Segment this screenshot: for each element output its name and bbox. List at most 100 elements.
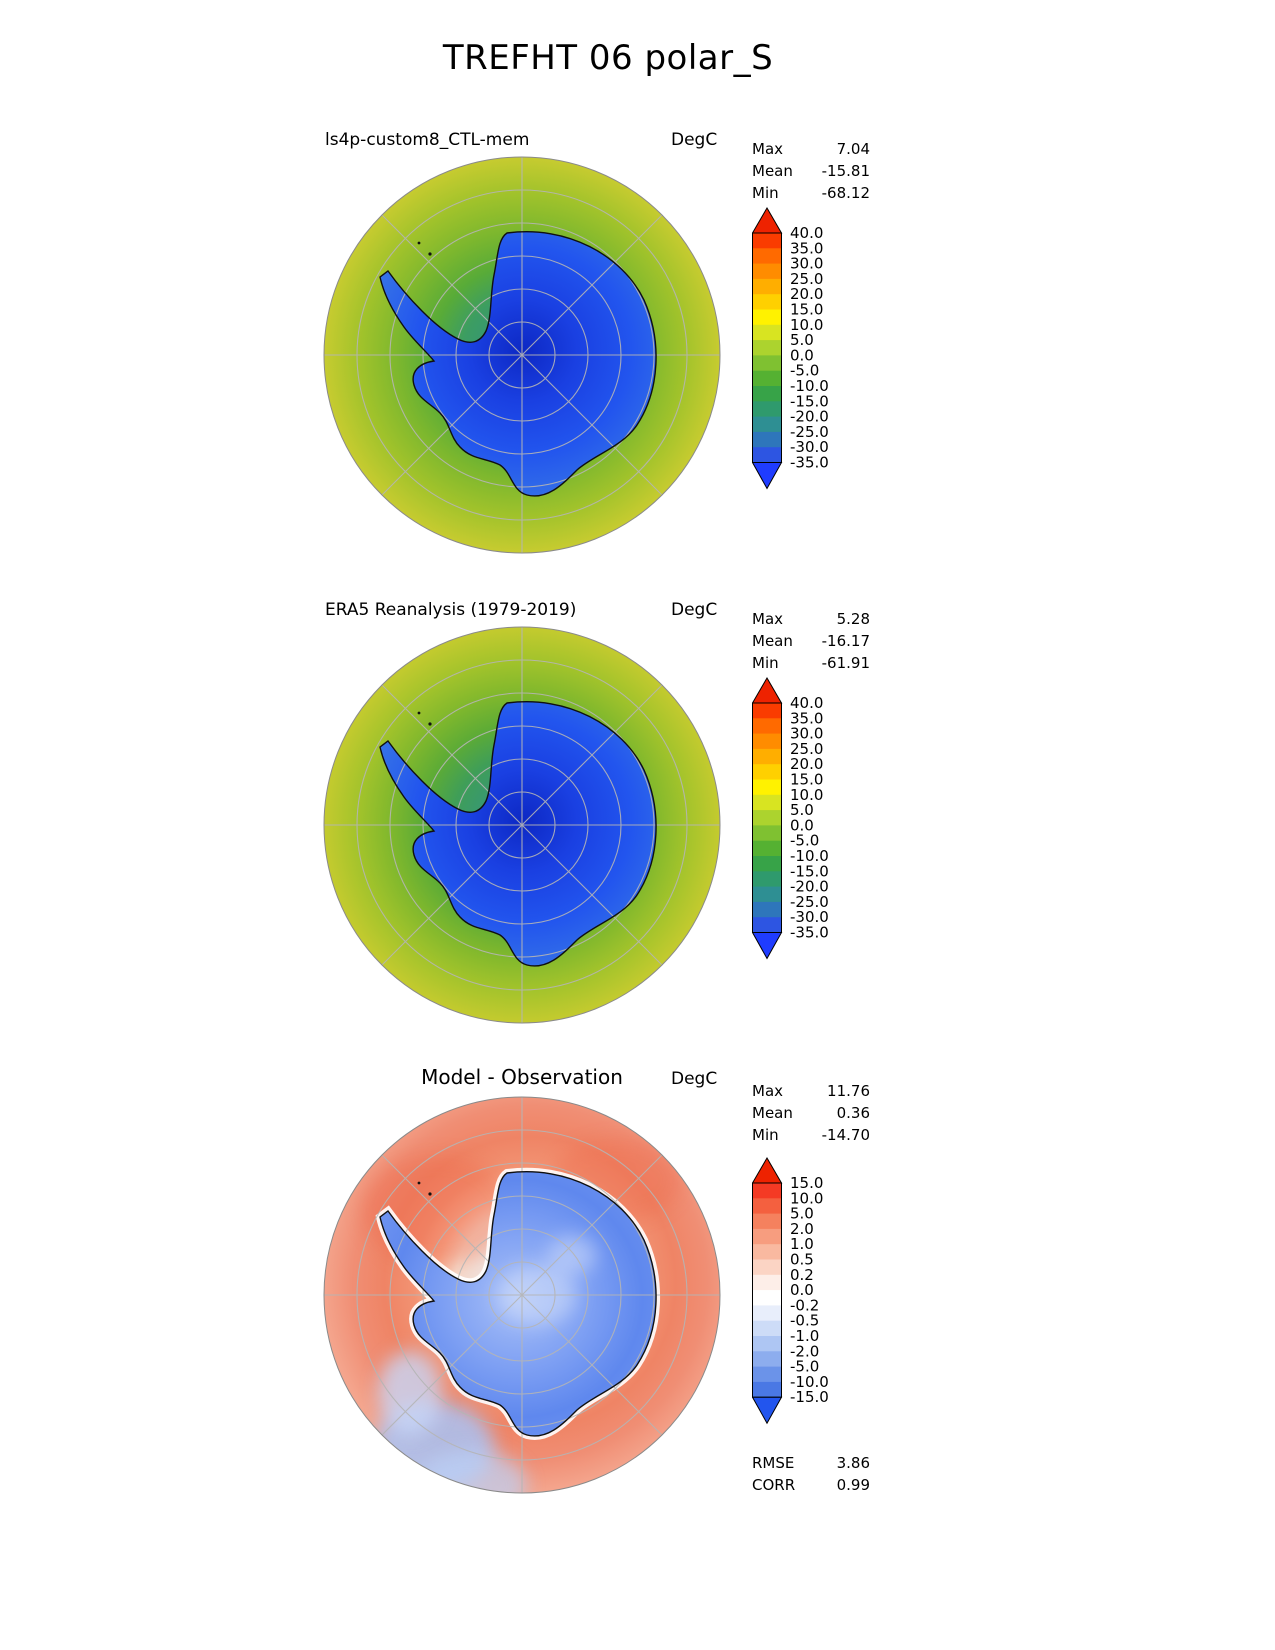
stat-label: CORR [752, 1476, 796, 1494]
stat-row-mean: Mean -15.81 [752, 160, 870, 182]
panel2-stats: Max 5.28 Mean -16.17 Min -61.91 [752, 608, 870, 674]
panel2-colorbar: 40.0 35.0 30.0 25.0 20.0 15.0 10.0 5.0 0.0 -5.0 -1… [751, 677, 882, 965]
svg-text:25.0: 25.0 [790, 270, 823, 288]
stat-label: RMSE [752, 1454, 795, 1472]
stat-value: -68.12 [821, 184, 870, 202]
svg-text:-5.0: -5.0 [790, 1358, 819, 1376]
colorbar-bottom-arrow [751, 462, 783, 490]
panel2-map [323, 626, 721, 1024]
stat-row-max: Max 11.76 [752, 1080, 870, 1102]
panel3-title: Model - Observation [421, 1065, 623, 1089]
svg-text:-10.0: -10.0 [790, 1373, 829, 1391]
map-boundary [323, 156, 721, 554]
stat-row-corr: CORR 0.99 [752, 1474, 870, 1496]
panel3-units: DegC [671, 1069, 718, 1089]
panel1-map [323, 156, 721, 554]
svg-text:-10.0: -10.0 [790, 847, 829, 865]
svg-text:-20.0: -20.0 [790, 408, 829, 426]
svg-text:30.0: 30.0 [790, 725, 823, 743]
svg-text:20.0: 20.0 [790, 285, 823, 303]
colorbar-top-arrow [751, 1157, 783, 1184]
stat-label: Max [752, 140, 784, 158]
stat-value: -14.70 [821, 1126, 870, 1144]
svg-text:-25.0: -25.0 [790, 423, 829, 441]
stat-row-min: Min -68.12 [752, 182, 870, 204]
stat-label: Min [752, 184, 779, 202]
svg-text:-2.0: -2.0 [790, 1342, 819, 1360]
svg-text:-20.0: -20.0 [790, 878, 829, 896]
island-dot [428, 1192, 432, 1196]
stat-value: -16.17 [821, 632, 870, 650]
graticule [324, 157, 720, 553]
stat-row-mean: Mean 0.36 [752, 1102, 870, 1124]
svg-text:-1.0: -1.0 [790, 1327, 819, 1345]
panel3-colorbar: 15.0 10.0 5.0 2.0 1.0 0.5 0.2 0.0 -0.2 -0.5 -1.0 -2… [751, 1157, 882, 1430]
svg-text:-30.0: -30.0 [790, 908, 829, 926]
svg-text:-30.0: -30.0 [790, 438, 829, 456]
svg-text:-15.0: -15.0 [790, 392, 829, 410]
stat-label: Mean [752, 1104, 793, 1122]
stat-label: Mean [752, 632, 793, 650]
svg-text:25.0: 25.0 [790, 740, 823, 758]
stat-row-min: Min -61.91 [752, 652, 870, 674]
svg-text:5.0: 5.0 [790, 1205, 814, 1223]
panel1-title: ls4p-custom8_CTL-mem [325, 130, 530, 150]
panel3-skill-stats: RMSE 3.86 CORR 0.99 [752, 1452, 870, 1496]
svg-text:-5.0: -5.0 [790, 832, 819, 850]
svg-text:-15.0: -15.0 [790, 1388, 829, 1406]
panel1-colorbar: 40.0 35.0 30.0 25.0 20.0 15.0 10.0 5.0 0.0 -5.0 -1… [751, 207, 882, 495]
stat-row-max: Max 7.04 [752, 138, 870, 160]
stat-row-min: Min -14.70 [752, 1124, 870, 1146]
svg-text:0.5: 0.5 [790, 1251, 814, 1269]
island-dot [428, 722, 432, 726]
stat-label: Mean [752, 162, 793, 180]
svg-text:1.0: 1.0 [790, 1235, 814, 1253]
light-anomaly-patch [547, 1235, 597, 1275]
stat-label: Max [752, 1082, 784, 1100]
svg-text:5.0: 5.0 [790, 801, 814, 819]
island-dot [428, 252, 432, 256]
svg-text:10.0: 10.0 [790, 786, 823, 804]
svg-text:10.0: 10.0 [790, 1189, 823, 1207]
svg-text:0.2: 0.2 [790, 1266, 814, 1284]
colorbar-bottom-arrow [751, 932, 783, 960]
stat-row-mean: Mean -16.17 [752, 630, 870, 652]
graticule [324, 1097, 720, 1493]
stat-value: -61.91 [821, 654, 870, 672]
stat-value: 3.86 [836, 1454, 870, 1472]
svg-text:15.0: 15.0 [790, 301, 823, 319]
svg-text:15.0: 15.0 [790, 771, 823, 789]
stat-value: 11.76 [827, 1082, 870, 1100]
coastline [379, 1171, 657, 1437]
stat-label: Min [752, 654, 779, 672]
stat-label: Max [752, 610, 784, 628]
svg-text:-25.0: -25.0 [790, 893, 829, 911]
island-dot [417, 711, 421, 715]
cold-anomaly-patch [417, 1450, 527, 1493]
stat-value: 7.04 [836, 140, 870, 158]
panel1-units: DegC [671, 130, 718, 150]
svg-text:5.0: 5.0 [790, 331, 814, 349]
svg-text:30.0: 30.0 [790, 255, 823, 273]
svg-text:40.0: 40.0 [790, 224, 823, 242]
panel2-units: DegC [671, 600, 718, 620]
island-dot [417, 1181, 421, 1185]
svg-text:-5.0: -5.0 [790, 362, 819, 380]
svg-text:0.0: 0.0 [790, 346, 814, 364]
svg-text:20.0: 20.0 [790, 755, 823, 773]
svg-text:-0.2: -0.2 [790, 1296, 819, 1314]
map-boundary [323, 626, 721, 1024]
svg-text:2.0: 2.0 [790, 1220, 814, 1238]
figure-title: TREFHT 06 polar_S [442, 38, 774, 78]
coastline [379, 231, 657, 497]
panel1-stats: Max 7.04 Mean -15.81 Min -68.12 [752, 138, 870, 204]
stat-value: 5.28 [836, 610, 870, 628]
stat-value: -15.81 [821, 162, 870, 180]
svg-text:-35.0: -35.0 [790, 924, 829, 942]
panel2-title: ERA5 Reanalysis (1979-2019) [325, 600, 577, 620]
stat-value: 0.99 [836, 1476, 870, 1494]
svg-text:40.0: 40.0 [790, 694, 823, 712]
graticule [324, 627, 720, 1023]
stat-row-max: Max 5.28 [752, 608, 870, 630]
stat-label: Min [752, 1126, 779, 1144]
